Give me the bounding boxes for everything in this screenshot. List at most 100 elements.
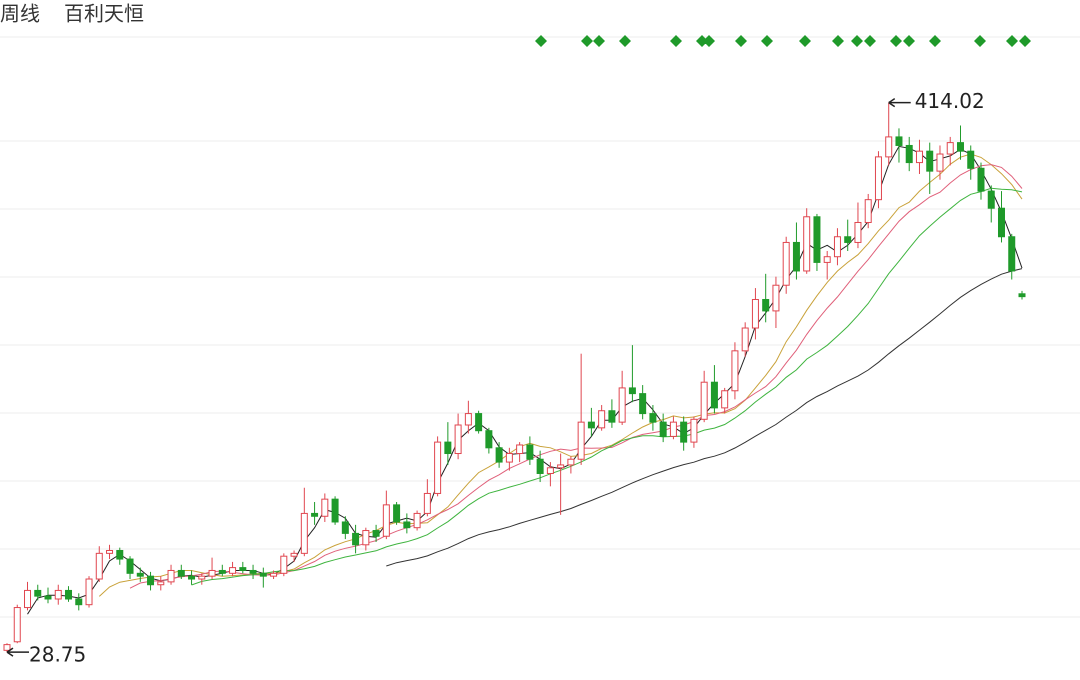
- max-label: 414.02: [915, 89, 985, 113]
- candle-body: [526, 444, 534, 460]
- candle-body: [598, 410, 606, 429]
- candle-body: [3, 644, 11, 651]
- candle-body: [311, 512, 319, 517]
- candle-body: [341, 521, 349, 534]
- candle-body: [567, 458, 575, 466]
- candle-body: [188, 575, 196, 580]
- candle-body: [710, 381, 718, 409]
- candle-body: [700, 381, 708, 420]
- candle-body: [946, 142, 954, 155]
- candle-body: [485, 430, 493, 449]
- candle-body: [413, 512, 421, 529]
- candle-body: [536, 458, 544, 474]
- candle-body: [639, 393, 647, 415]
- candle-body: [65, 589, 73, 600]
- candle-body: [577, 421, 585, 460]
- candle-body: [741, 327, 749, 352]
- candle-body: [434, 441, 442, 494]
- candle-body: [1018, 293, 1026, 298]
- candle-body: [895, 136, 903, 146]
- candle-body: [352, 532, 360, 546]
- candle-body: [669, 421, 677, 437]
- ma-line: [191, 187, 1023, 586]
- candle-body: [926, 150, 934, 172]
- candle-body: [75, 598, 83, 606]
- candle-body: [362, 530, 370, 546]
- candle-body: [444, 441, 452, 455]
- candle-body: [280, 555, 288, 574]
- ma-line: [386, 268, 1023, 567]
- candle-body: [218, 569, 226, 574]
- candle-body: [270, 572, 278, 577]
- candle-body: [106, 549, 114, 554]
- ma-line: [27, 145, 1023, 615]
- candle-body: [372, 530, 380, 537]
- candle-body: [680, 421, 688, 443]
- candle-body: [464, 413, 472, 426]
- candle-body: [126, 558, 134, 574]
- candle-body: [782, 241, 790, 286]
- candle-body: [956, 142, 964, 152]
- grid: [0, 36, 1080, 618]
- candle-body: [147, 575, 155, 586]
- candle-body: [249, 569, 257, 574]
- candle-body: [628, 387, 636, 395]
- candle-body: [557, 464, 565, 469]
- candle-body: [331, 498, 339, 523]
- candle-body: [54, 589, 62, 600]
- candle-body: [167, 569, 175, 583]
- candle-body: [885, 136, 893, 158]
- candle-body: [13, 607, 21, 643]
- candle-body: [403, 521, 411, 529]
- annotation-arrow: [6, 647, 29, 657]
- candle-body: [874, 156, 882, 201]
- candle-body: [772, 284, 780, 312]
- candle-body: [259, 572, 267, 577]
- period-label: 周线: [0, 2, 40, 26]
- ma-line: [129, 164, 1023, 589]
- candle-body: [977, 167, 985, 192]
- candle-body: [823, 256, 831, 263]
- candle-body: [905, 144, 913, 164]
- candle-body: [813, 216, 821, 263]
- ma-line: [98, 153, 1023, 597]
- candle-body: [864, 199, 872, 223]
- candle-body: [136, 572, 144, 577]
- candle-body: [844, 236, 852, 243]
- candle-body: [382, 504, 390, 537]
- candle-body: [290, 552, 298, 557]
- candle-body: [423, 492, 431, 514]
- candle-body: [987, 190, 995, 209]
- candle-body: [198, 575, 206, 580]
- candle-body: [833, 236, 841, 258]
- candle-body: [393, 504, 401, 523]
- candle-body: [116, 549, 124, 560]
- candle-body: [618, 387, 626, 423]
- candle-body: [239, 567, 247, 571]
- candle-body: [546, 467, 554, 474]
- candle-body: [454, 424, 462, 455]
- candle-body: [967, 150, 975, 169]
- candle-body: [587, 421, 595, 429]
- candle-body: [731, 350, 739, 392]
- candle-body: [762, 298, 770, 312]
- candle-body: [659, 421, 667, 437]
- candle-body: [85, 578, 93, 606]
- candle-body: [34, 589, 42, 597]
- candle-body: [936, 153, 944, 172]
- candle-body: [997, 207, 1005, 238]
- candle-body: [495, 447, 503, 463]
- candle-body: [157, 581, 165, 586]
- candle-body: [751, 298, 759, 329]
- min-label: 28.75: [29, 643, 86, 667]
- signal-markers: [535, 35, 1031, 47]
- chart-title: 百利天恒: [64, 2, 144, 26]
- candle-body: [915, 150, 923, 164]
- candle-body: [475, 413, 483, 432]
- candle-body: [95, 552, 103, 580]
- candle-body: [208, 569, 216, 577]
- annotation-arrow: [888, 98, 911, 108]
- candle-body: [608, 410, 616, 423]
- candle-body: [1008, 236, 1016, 272]
- candle-body: [721, 390, 729, 409]
